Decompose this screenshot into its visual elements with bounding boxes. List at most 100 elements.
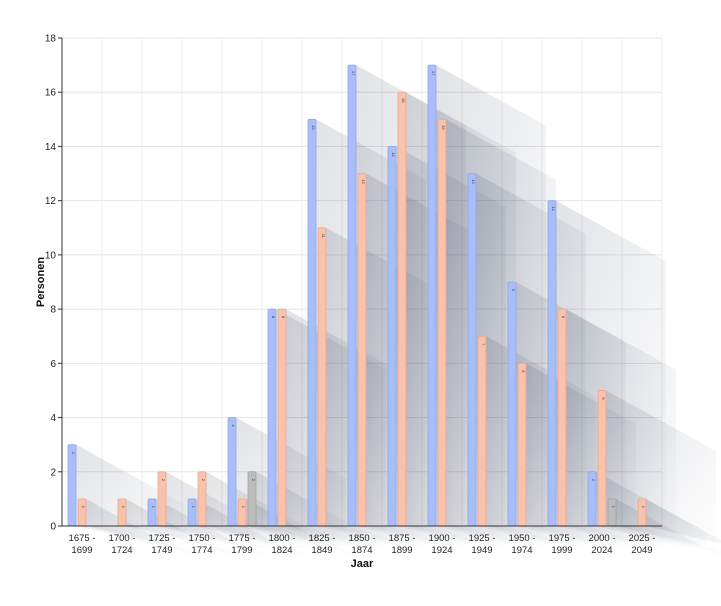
bar-data-label: 1 — [241, 506, 246, 509]
y-tick-label: 12 — [45, 196, 57, 207]
bar-data-label: 1 — [191, 506, 196, 509]
x-tick-label: 1775 -1799 — [229, 533, 256, 556]
bar — [467, 173, 477, 527]
bar-data-label: 7 — [481, 343, 486, 346]
x-tick-label-line: 1950 - — [509, 533, 536, 544]
bar-data-label: 8 — [271, 316, 276, 319]
x-tick-label-line: 1999 — [551, 545, 572, 556]
bar-data-label: 12 — [551, 206, 556, 211]
bar-data-label: 15 — [441, 125, 446, 130]
x-tick-label-line: 1824 — [271, 545, 292, 556]
bar-data-label: 4 — [231, 424, 236, 427]
x-tick-label-line: 1749 — [151, 545, 172, 556]
bar — [67, 444, 77, 527]
y-tick-label: 0 — [50, 522, 56, 533]
x-tick-label: 1725 -1749 — [149, 533, 176, 556]
x-tick-label-line: 1924 — [431, 545, 452, 556]
y-tick-label: 4 — [50, 413, 56, 424]
x-tick-label-line: 1724 — [111, 545, 132, 556]
bar-data-label: 17 — [351, 71, 356, 76]
bar — [437, 118, 447, 527]
bar — [597, 390, 607, 527]
bar-data-label: 1 — [641, 506, 646, 509]
x-tick-label: 1925 -1949 — [469, 533, 496, 556]
bar — [477, 335, 487, 527]
bar — [357, 173, 367, 527]
y-tick-label: 10 — [45, 250, 57, 261]
x-axis-title: Jaar — [351, 558, 374, 570]
x-tick-label-line: 1725 - — [149, 533, 176, 544]
x-tick-label-line: 1774 — [191, 545, 212, 556]
bar-data-label: 2 — [161, 479, 166, 482]
x-tick-label-line: 1750 - — [189, 533, 216, 544]
bar-data-label: 1 — [81, 506, 86, 509]
bar — [117, 498, 127, 527]
bar — [227, 417, 237, 527]
x-tick-label: 2000 -2024 — [589, 533, 616, 556]
bar-data-label: 17 — [431, 71, 436, 76]
bar — [147, 498, 157, 527]
x-tick-label: 1950 -1974 — [509, 533, 536, 556]
x-tick-label-line: 2000 - — [589, 533, 616, 544]
y-axis-title: Personen — [35, 257, 47, 307]
y-tick-label: 14 — [45, 142, 57, 153]
x-tick-label: 1700 -1724 — [109, 533, 136, 556]
bar-data-label: 1 — [151, 506, 156, 509]
bar-shadow — [646, 498, 721, 544]
x-tick-label: 1900 -1924 — [429, 533, 456, 556]
x-tick-label-line: 2025 - — [629, 533, 656, 544]
bar-data-label: 14 — [391, 152, 396, 157]
x-tick-label-line: 1925 - — [469, 533, 496, 544]
bar-data-label: 11 — [321, 234, 326, 239]
x-tick-label-line: 2049 — [631, 545, 652, 556]
bar — [427, 64, 437, 527]
x-tick-label: 1875 -1899 — [389, 533, 416, 556]
bar — [187, 498, 197, 527]
bar-data-label: 2 — [251, 479, 256, 482]
x-tick-label-line: 1875 - — [389, 533, 416, 544]
x-tick-label-line: 1675 - — [69, 533, 96, 544]
x-tick-label: 1975 -1999 — [549, 533, 576, 556]
bar — [387, 146, 397, 527]
bar-data-label: 2 — [591, 479, 596, 482]
bar — [267, 308, 277, 527]
bar-data-label: 8 — [281, 316, 286, 319]
bar — [397, 91, 407, 527]
bar — [77, 498, 87, 527]
bar-data-label: 6 — [521, 370, 526, 373]
x-tick-label-line: 1799 — [231, 545, 252, 556]
bar — [277, 308, 287, 527]
x-tick-label-line: 1974 — [511, 545, 532, 556]
x-tick-label-line: 1874 — [351, 545, 372, 556]
x-tick-label-line: 1975 - — [549, 533, 576, 544]
bar-data-label: 2 — [201, 479, 206, 482]
bar — [607, 498, 617, 527]
x-tick-label: 1850 -1874 — [349, 533, 376, 556]
bar-data-label: 13 — [471, 179, 476, 184]
y-tick-label: 18 — [45, 34, 57, 45]
y-tick-label: 6 — [50, 359, 56, 370]
bar — [547, 200, 557, 527]
bar-data-label: 9 — [511, 289, 516, 292]
x-tick-label-line: 1900 - — [429, 533, 456, 544]
bar — [517, 362, 527, 527]
x-tick-label-line: 1775 - — [229, 533, 256, 544]
bar-data-label: 16 — [401, 98, 406, 103]
x-tick-label: 2025 -2049 — [629, 533, 656, 556]
x-tick-label-line: 1899 — [391, 545, 412, 556]
x-tick-label-line: 1849 — [311, 545, 332, 556]
bar-data-label: 1 — [611, 506, 616, 509]
bar — [237, 498, 247, 527]
bar — [307, 118, 317, 527]
x-tick-label-line: 1825 - — [309, 533, 336, 544]
x-tick-label-line: 1700 - — [109, 533, 136, 544]
y-tick-label: 8 — [50, 305, 56, 316]
bar — [347, 64, 357, 527]
bar-data-label: 3 — [71, 452, 76, 455]
bar-data-label: 1 — [121, 506, 126, 509]
x-tick-label-line: 1699 — [71, 545, 92, 556]
